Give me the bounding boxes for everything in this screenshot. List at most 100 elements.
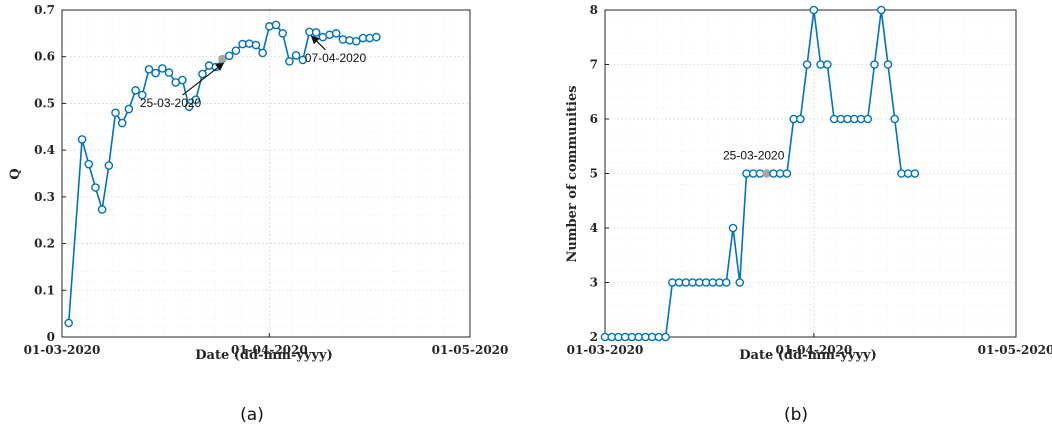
y-tick-label: 3 xyxy=(590,276,598,290)
data-point xyxy=(124,104,134,114)
annotation-label: 07-04-2020 xyxy=(305,51,367,65)
data-point xyxy=(721,278,731,287)
data-point xyxy=(883,60,893,69)
tick-labels: 01-03-2020 01-04-2020 01-05-2020 0 0.1 0.2 0.3… xyxy=(24,3,509,357)
data-point xyxy=(231,46,241,55)
data-point xyxy=(244,39,254,48)
data-point xyxy=(910,169,920,178)
y-tick-label: 5 xyxy=(590,167,598,181)
y-axis-title: Number of communities xyxy=(565,85,580,262)
data-point xyxy=(331,29,341,38)
data-point xyxy=(131,86,140,95)
y-tick-label: 2 xyxy=(590,330,598,344)
y-tick-label: 0.6 xyxy=(34,50,55,64)
data-point xyxy=(735,278,745,287)
annotation-arrow xyxy=(182,62,225,96)
data-point xyxy=(796,114,805,124)
x-tick-label: 01-04-2020 xyxy=(231,343,308,357)
data-point xyxy=(661,332,670,342)
data-point xyxy=(158,64,167,73)
data-point xyxy=(278,29,288,38)
data-point xyxy=(137,90,147,100)
data-point xyxy=(890,114,900,124)
data-point xyxy=(184,102,194,111)
data-point xyxy=(164,68,174,77)
x-tick-label: 01-05-2020 xyxy=(432,343,509,357)
annotations: 25-03-2020 xyxy=(723,149,785,163)
data-point xyxy=(291,51,301,60)
y-tick-label: 6 xyxy=(590,112,598,126)
data-point xyxy=(111,108,120,118)
data-point xyxy=(802,60,812,69)
data-point xyxy=(104,161,114,170)
data-point xyxy=(271,20,281,30)
panel-b: 01-03-2020 01-04-2020 01-05-2020 2 3 4 5 6 7 8 25… xyxy=(565,3,1052,425)
data-point xyxy=(224,51,234,61)
data-point xyxy=(863,114,873,124)
y-tick-label: 0.2 xyxy=(34,237,55,251)
plot-frame xyxy=(61,9,471,338)
data-point xyxy=(870,60,879,69)
data-point xyxy=(204,61,214,70)
series xyxy=(600,5,920,342)
y-tick-label: 8 xyxy=(590,3,598,17)
data-point xyxy=(298,55,308,65)
series-line xyxy=(67,24,377,324)
data-point xyxy=(809,5,819,15)
axes xyxy=(61,9,471,338)
x-tick-label: 01-03-2020 xyxy=(567,343,644,357)
data-point xyxy=(64,318,73,328)
data-point xyxy=(251,40,261,50)
data-point xyxy=(258,48,267,58)
data-point xyxy=(823,60,832,69)
y-tick-label: 0.5 xyxy=(34,96,55,110)
annotation-arrow xyxy=(310,35,326,51)
annotation-label: 25-03-2020 xyxy=(723,149,785,163)
series xyxy=(64,20,381,328)
data-point xyxy=(285,57,294,66)
data-point xyxy=(191,95,201,104)
data-point xyxy=(876,5,886,15)
y-tick-label: 0.7 xyxy=(34,3,55,17)
y-tick-label: 0 xyxy=(47,330,55,344)
annotation: 25-03-2020 xyxy=(140,62,225,110)
panel-a: 01-03-2020 01-04-2020 01-05-2020 0 0.1 0.2 0.3… xyxy=(8,3,508,425)
data-point xyxy=(144,65,154,74)
data-point xyxy=(372,32,381,42)
x-axis-title: Date (dd-mm-yyyy) xyxy=(739,348,877,363)
data-point xyxy=(84,159,94,169)
tick-labels: 01-03-2020 01-04-2020 01-05-2020 2 3 4 5 6 7 8 xyxy=(567,3,1052,357)
y-tick-label: 0.3 xyxy=(34,190,55,204)
data-point xyxy=(325,30,334,40)
data-point xyxy=(77,135,87,144)
grid xyxy=(61,9,471,338)
y-tick-label: 0.1 xyxy=(34,283,55,297)
data-point xyxy=(91,183,100,192)
data-point xyxy=(117,118,127,128)
y-axis-title: Q xyxy=(8,168,23,179)
caption-a: (a) xyxy=(240,405,264,425)
data-point xyxy=(178,75,187,85)
caption-b: (b) xyxy=(784,405,808,425)
x-tick-label: 01-03-2020 xyxy=(24,343,101,357)
data-point xyxy=(311,28,321,37)
data-point xyxy=(198,69,207,79)
data-point xyxy=(265,22,274,31)
annotation: 25-03-2020 xyxy=(723,149,785,163)
data-point xyxy=(97,205,107,214)
annotation-label: 25-03-2020 xyxy=(140,96,202,110)
data-point xyxy=(351,36,361,46)
data-point xyxy=(728,223,738,233)
grid xyxy=(604,9,1017,338)
annotations: 25-03-2020 07-04-2020 xyxy=(140,35,367,110)
y-tick-label: 7 xyxy=(590,58,598,72)
data-point xyxy=(151,68,160,78)
annotation: 07-04-2020 xyxy=(305,35,367,65)
y-tick-label: 0.4 xyxy=(34,143,55,157)
x-axis-title: Date (dd-mm-yyyy) xyxy=(195,348,333,363)
data-point xyxy=(782,169,792,178)
x-tick-label: 01-04-2020 xyxy=(775,343,852,357)
x-tick-label: 01-05-2020 xyxy=(978,343,1052,357)
y-tick-label: 4 xyxy=(590,221,598,235)
